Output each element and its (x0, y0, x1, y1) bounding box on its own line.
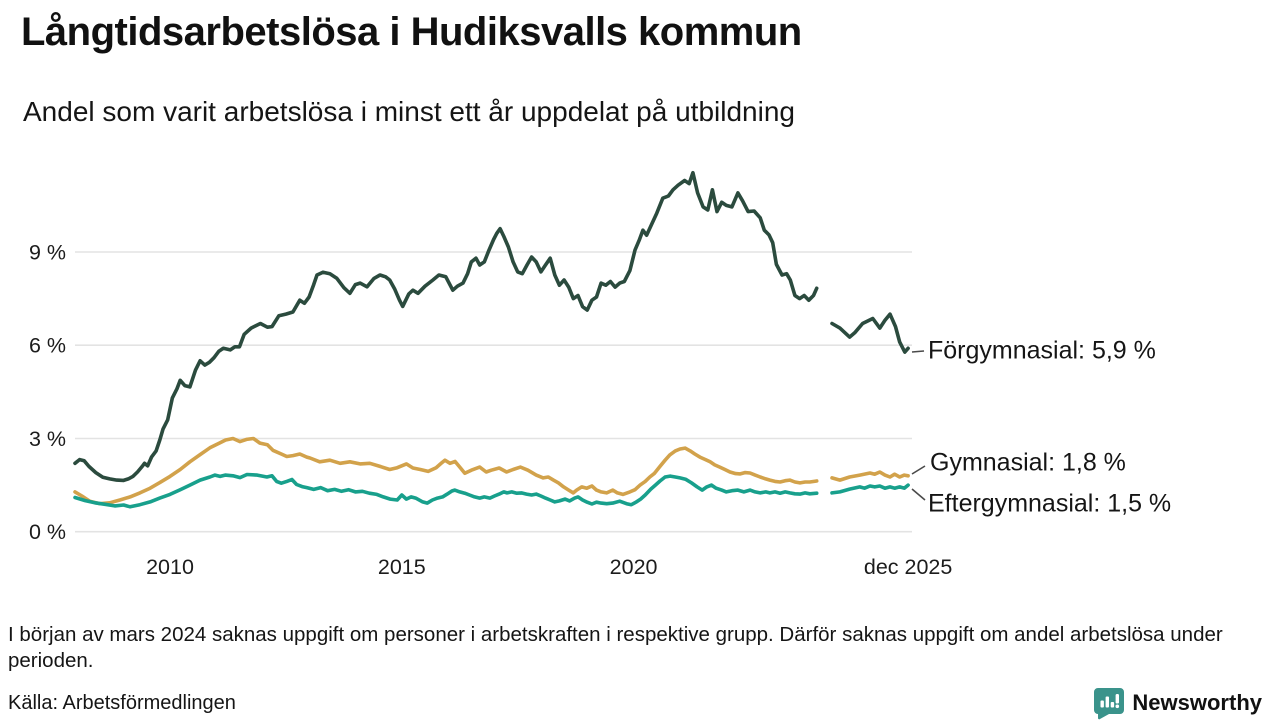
footnote-text: I början av mars 2024 saknas uppgift om … (8, 623, 1223, 672)
label-connector (911, 488, 926, 501)
x-axis-tick-label: 2010 (146, 555, 194, 579)
newsworthy-logo-icon (1094, 688, 1125, 720)
series-label-gymnasial: Gymnasial: 1,8 % (930, 448, 1126, 477)
series-line-eftergymnasial (73, 472, 819, 509)
page-title: Långtidsarbetslösa i Hudiksvalls kommun (21, 10, 802, 54)
y-axis-tick-label: 0 % (29, 520, 66, 544)
chart-subtitle: Andel som varit arbetslösa i minst ett å… (23, 96, 795, 127)
x-axis-tick-label: 2020 (610, 555, 658, 579)
source-text: Källa: Arbetsförmedlingen (8, 692, 236, 714)
brand-footer: Newsworthy (1093, 686, 1262, 720)
series-label-forgymnasial: Förgymnasial: 5,9 % (928, 336, 1156, 365)
series-line-eftergymnasial (830, 483, 910, 495)
y-axis-tick-label: 9 % (29, 241, 66, 265)
series-line-gymnasial (73, 436, 819, 506)
series-line-gymnasial (830, 470, 910, 482)
series-line-förgymnasial (73, 170, 819, 483)
x-axis-tick-label: dec 2025 (864, 555, 953, 579)
x-axis-tick-label: 2015 (378, 555, 426, 579)
series-line-förgymnasial (830, 312, 910, 354)
label-connector (911, 465, 926, 475)
series-label-eftergymnasial: Eftergymnasial: 1,5 % (928, 489, 1172, 518)
label-connector (911, 350, 925, 353)
brand-name: Newsworthy (1132, 690, 1262, 715)
y-axis-tick-label: 6 % (29, 334, 66, 358)
y-axis-tick-label: 3 % (29, 427, 66, 451)
